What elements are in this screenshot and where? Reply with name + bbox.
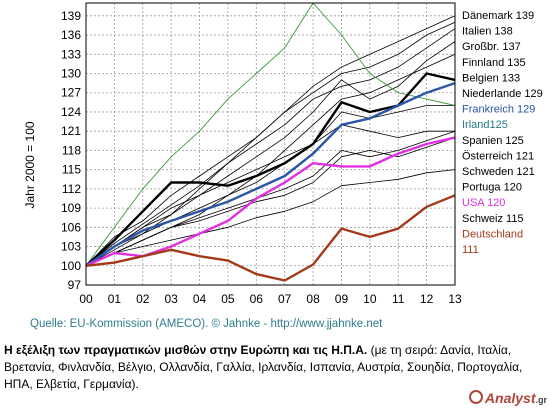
y-tick-label: 130 [61,67,81,81]
x-tick-label: 13 [448,292,462,306]
y-tick-label: 124 [61,105,81,119]
x-tick-label: 10 [363,292,377,306]
legend-entry: Dänemark 139 [462,10,534,22]
y-tick-label: 121 [61,124,81,138]
legend-entry: Spanien 125 [462,135,524,147]
x-tick-label: 03 [164,292,178,306]
plot-frame [85,2,456,286]
legend-entry: Finnland 135 [462,57,526,69]
logo-suffix: .gr [535,395,547,405]
series-line [85,194,456,282]
y-tick-label: 112 [62,182,81,196]
y-tick-label: 109 [61,201,81,215]
x-tick-label: 08 [306,292,320,306]
y-tick-label: 139 [61,9,81,23]
legend-entry: Österreich 121 [462,150,534,162]
legend-entry: Schweiz 115 [462,213,524,225]
logo-name: Analyst [484,390,536,406]
series-line [85,21,456,267]
x-tick-label: 12 [420,292,434,306]
caption: Η εξέλιξη των πραγματικών μισθών στην Ευ… [4,342,549,393]
legend-entry: Schweden 121 [462,166,535,178]
x-tick-label: 05 [221,292,235,306]
x-tick-label: 11 [392,292,405,306]
y-tick-label: 100 [61,259,81,273]
legend-entry: Deutschland [462,228,523,240]
chart-series [85,2,456,282]
legend-entry: Frankreich 129 [462,104,535,116]
y-tick-label: 103 [61,240,81,254]
legend-entry: Portuga 120 [462,182,522,194]
legend-entry: USA 120 [462,197,505,209]
series-line [85,169,456,267]
y-tick-label: 97 [68,278,82,292]
chart-grid [85,3,456,286]
chart-legend: Dänemark 139 Italien 138 Großbr. 137 Finnla… [462,10,543,256]
y-tick-label: 133 [61,47,81,61]
y-tick-label: 118 [62,143,81,157]
legend-entry: Italien 138 [462,26,513,38]
logo-ring-icon [468,390,483,404]
wage-chart: 9710010310610911211511812112412713013313… [23,2,543,306]
chart-axes: 9710010310610911211511812112412713013313… [61,2,462,306]
source-note: Quelle: EU-Kommission (AMECO). © Jahnke … [30,318,383,330]
x-tick-label: 06 [250,292,264,306]
caption-title: Η εξέλιξη των πραγματικών μισθών στην Ευ… [4,343,368,357]
legend-entry: Niederlande 129 [462,88,543,100]
legend-entry: Großbr. 137 [462,41,521,53]
y-tick-label: 115 [62,163,81,177]
legend-entry: Irland125 [462,119,508,131]
legend-entry: Belgien 133 [462,72,520,84]
x-tick-label: 00 [79,292,93,306]
y-tick-label: 106 [61,220,81,234]
x-tick-label: 07 [278,292,292,306]
series-line [85,105,455,267]
legend-entry: 111 [462,244,479,256]
y-axis-label: Jahr 2000 = 100 [23,121,37,208]
y-tick-label: 136 [61,28,81,42]
x-tick-label: 09 [335,292,349,306]
series-line [85,41,456,267]
analyst-logo: Analyst.gr [468,390,547,406]
x-tick-label: 02 [136,292,150,306]
series-line [85,81,456,267]
series-line [85,124,455,267]
series-line [85,28,456,267]
caption-countries: (με τη σειρά: Δανία, Ιταλία, Βρετανία, Φ… [4,343,523,391]
x-tick-label: 04 [193,292,207,306]
y-tick-label: 127 [61,86,81,100]
x-tick-label: 01 [108,292,122,306]
series-line [85,2,456,267]
